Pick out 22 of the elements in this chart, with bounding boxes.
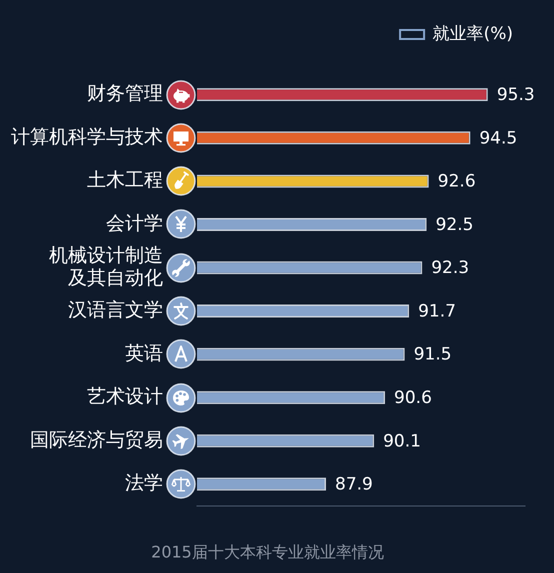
data-label: 90.1: [383, 431, 421, 452]
y-tick-label: 法学: [125, 472, 163, 494]
text: 2015届十大本科专业就业率情况: [151, 542, 384, 562]
data-label: 94.5: [479, 128, 518, 148]
y-tick-label: 机械设计制造及其自动化: [49, 244, 163, 290]
y-tick-label: 计算机科学与技术: [11, 126, 163, 148]
y-tick-label: 土木工程: [87, 169, 163, 192]
y-tick-label: 英语: [125, 342, 163, 364]
y-tick-label: 艺术设计: [87, 386, 163, 408]
data-label: 91.7: [418, 301, 456, 322]
y-tick-label: 会计学: [106, 212, 163, 234]
y-tick-label: 国际经济与贸易: [30, 428, 163, 451]
data-label: 95.3: [496, 85, 535, 106]
data-label: 92.6: [438, 172, 476, 192]
data-label: 90.6: [394, 388, 432, 408]
data-label: 92.5: [436, 214, 474, 235]
data-label: 91.5: [414, 344, 452, 365]
y-tick-label: 汉语言文学: [68, 298, 163, 321]
legend-label: 就业率(%): [432, 24, 514, 44]
data-label: 87.9: [335, 474, 373, 495]
data-label: 92.3: [431, 258, 470, 278]
y-tick-label: 财务管理: [87, 82, 163, 105]
